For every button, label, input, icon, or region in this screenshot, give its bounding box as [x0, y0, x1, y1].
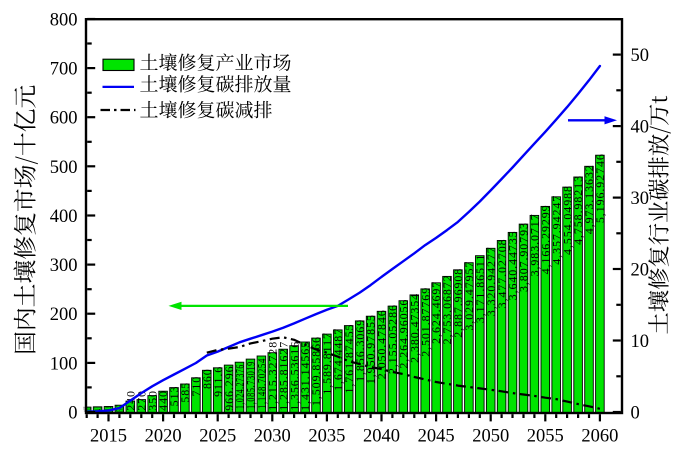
svg-text:1,356.53616: 1,356.53616 — [287, 341, 301, 411]
svg-text:300: 300 — [50, 256, 78, 276]
svg-text:3,171.86511: 3,171.86511 — [473, 254, 487, 323]
svg-text:500: 500 — [50, 158, 78, 178]
svg-text:1,215.32728: 1,215.32728 — [265, 341, 279, 411]
svg-text:440: 440 — [156, 390, 170, 411]
svg-text:600: 600 — [50, 109, 78, 129]
svg-text:2,380.47354: 2,380.47354 — [407, 293, 421, 363]
svg-text:4,973.13632: 4,973.13632 — [582, 164, 596, 234]
svg-text:3,477.02708: 3,477.02708 — [495, 239, 509, 309]
svg-text:30: 30 — [631, 189, 650, 209]
svg-text:1,148.70254: 1,148.70254 — [255, 358, 269, 409]
svg-text:2060: 2060 — [581, 426, 618, 446]
svg-text:131.49: 131.49 — [102, 406, 116, 412]
svg-text:2,887.96908: 2,887.96908 — [451, 268, 465, 338]
svg-text:4,166.29299: 4,166.29299 — [538, 204, 552, 274]
svg-text:1,509.85866: 1,509.85866 — [309, 336, 323, 406]
svg-text:1,589.8117: 1,589.8117 — [320, 332, 334, 395]
svg-text:1,431.14565: 1,431.14565 — [298, 341, 312, 411]
svg-text:1,085.73019: 1,085.73019 — [244, 361, 258, 409]
svg-text:10: 10 — [631, 332, 650, 352]
svg-text:1,856.3069: 1,856.3069 — [353, 319, 367, 382]
svg-text:1,285.81627: 1,285.81627 — [276, 341, 290, 411]
svg-text:124.37: 124.37 — [91, 406, 105, 412]
svg-text:911.6: 911.6 — [211, 366, 225, 397]
svg-text:860: 860 — [200, 368, 214, 389]
svg-text:966.296: 966.296 — [222, 365, 236, 410]
svg-text:2025: 2025 — [199, 426, 236, 446]
svg-text:2,050.47846: 2,050.47846 — [375, 309, 389, 379]
svg-text:800: 800 — [50, 10, 78, 30]
svg-text:2015: 2015 — [90, 426, 127, 446]
svg-text:1,761.87455: 1,761.87455 — [342, 324, 356, 394]
svg-text:585: 585 — [178, 382, 192, 403]
svg-text:200: 200 — [50, 305, 78, 325]
svg-text:2,624.4697: 2,624.4697 — [429, 281, 443, 344]
svg-text:2,155.05286: 2,155.05286 — [386, 304, 400, 374]
svg-text:40: 40 — [631, 118, 650, 138]
svg-text:1,674.4487: 1,674.4487 — [331, 328, 345, 391]
svg-text:20: 20 — [631, 260, 650, 280]
svg-text:2030: 2030 — [254, 426, 291, 446]
svg-text:0: 0 — [68, 403, 77, 423]
svg-text:350: 350 — [145, 390, 159, 411]
svg-text:700: 700 — [50, 60, 78, 80]
svg-text:2,264.96056: 2,264.96056 — [397, 299, 411, 369]
svg-text:50: 50 — [631, 46, 650, 66]
svg-text:2040: 2040 — [363, 426, 400, 446]
svg-text:2045: 2045 — [418, 426, 455, 446]
svg-text:1,024.27376: 1,024.27376 — [233, 364, 247, 409]
svg-text:0: 0 — [631, 403, 640, 423]
svg-text:2055: 2055 — [527, 426, 564, 446]
svg-text:4,554.04988: 4,554.04988 — [560, 185, 574, 255]
svg-text:400: 400 — [50, 207, 78, 227]
svg-text:3,983.0717: 3,983.0717 — [528, 213, 542, 276]
svg-text:3,320.94277: 3,320.94277 — [484, 246, 498, 316]
svg-text:3,029.47957: 3,029.47957 — [462, 261, 476, 331]
svg-text:4,758.98213: 4,758.98213 — [571, 175, 585, 245]
svg-text:2,753.06872: 2,753.06872 — [440, 274, 454, 344]
svg-text:4,357.94247: 4,357.94247 — [549, 195, 563, 265]
svg-text:2020: 2020 — [145, 426, 182, 446]
svg-text:2035: 2035 — [308, 426, 345, 446]
svg-text:3,807.90793: 3,807.90793 — [517, 222, 531, 292]
svg-text:513: 513 — [167, 386, 181, 407]
svg-text:2,501.87769: 2,501.87769 — [418, 287, 432, 357]
svg-text:5,196.92746: 5,196.92746 — [593, 153, 607, 223]
svg-text:100: 100 — [50, 354, 78, 374]
svg-text:2050: 2050 — [472, 426, 509, 446]
svg-text:3,640.44735: 3,640.44735 — [506, 230, 520, 300]
svg-text:710: 710 — [189, 376, 203, 397]
